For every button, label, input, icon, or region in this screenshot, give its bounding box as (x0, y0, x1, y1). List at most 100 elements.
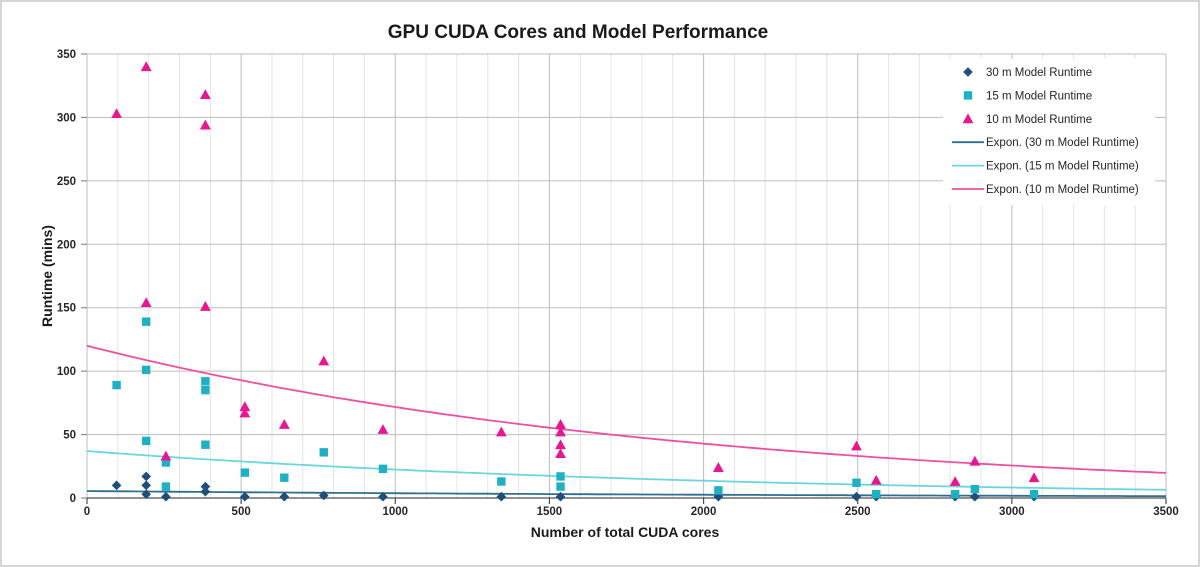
series-diamond (111, 471, 1039, 502)
chart-title: GPU CUDA Cores and Model Performance (388, 22, 768, 43)
data-point-triangle[interactable] (969, 455, 981, 466)
x-tick-label: 3500 (1153, 506, 1179, 518)
data-point-square[interactable] (852, 478, 861, 487)
data-point-square[interactable] (970, 484, 980, 494)
data-point-square[interactable] (1029, 489, 1039, 499)
data-point-triangle[interactable] (111, 108, 122, 119)
data-point-diamond[interactable] (279, 491, 290, 502)
y-tick-label: 150 (57, 303, 76, 315)
data-point-diamond[interactable] (141, 489, 151, 499)
data-point-triangle[interactable] (712, 462, 724, 472)
data-point-triangle[interactable] (962, 113, 974, 124)
x-tick-label: 1000 (382, 506, 408, 518)
data-point-triangle[interactable] (140, 61, 152, 72)
data-point-triangle[interactable] (199, 301, 211, 311)
data-point-square[interactable] (497, 477, 506, 486)
data-point-diamond[interactable] (713, 491, 724, 502)
y-tick-label: 350 (57, 49, 76, 61)
legend-box (943, 59, 1155, 205)
x-tick-label: 1500 (537, 506, 563, 518)
data-point-triangle[interactable] (555, 448, 566, 458)
data-point-square[interactable] (201, 377, 210, 386)
data-point-diamond[interactable] (318, 490, 329, 501)
data-point-square[interactable] (141, 365, 151, 375)
data-point-diamond[interactable] (851, 491, 862, 502)
trendline-0[interactable] (86, 490, 1167, 498)
data-point-square[interactable] (872, 489, 881, 499)
trendline-1[interactable] (86, 450, 1167, 491)
data-point-diamond[interactable] (141, 480, 151, 491)
data-point-square[interactable] (161, 482, 171, 491)
legend-item-square[interactable]: 15 m Model Runtime (963, 90, 1092, 102)
data-point-triangle[interactable] (239, 401, 251, 412)
legend-item-label: 15 m Model Runtime (986, 90, 1092, 102)
y-tick-label: 50 (63, 430, 76, 442)
data-point-diamond[interactable] (161, 491, 171, 502)
data-point-square[interactable] (963, 91, 973, 100)
data-point-triangle[interactable] (160, 450, 172, 461)
data-point-square[interactable] (201, 440, 210, 449)
legend-item-label: Expon. (15 m Model Runtime) (986, 161, 1139, 173)
data-point-square[interactable] (240, 468, 250, 477)
x-tick-label: 500 (232, 506, 251, 518)
data-point-diamond[interactable] (496, 491, 507, 502)
data-point-triangle[interactable] (555, 426, 566, 437)
data-point-square[interactable] (201, 385, 210, 395)
data-point-diamond[interactable] (200, 481, 211, 492)
data-point-triangle[interactable] (555, 419, 566, 429)
legend-item-label: Expon. (10 m Model Runtime) (986, 184, 1139, 196)
legend-item-trendline-1[interactable]: Expon. (15 m Model Runtime) (952, 161, 1139, 173)
legend-item-trendline-0[interactable]: Expon. (30 m Model Runtime) (952, 137, 1139, 149)
series-triangle (111, 61, 1040, 486)
data-point-triangle[interactable] (555, 439, 566, 450)
data-point-triangle[interactable] (239, 407, 251, 418)
data-point-square[interactable] (556, 482, 565, 491)
legend-item-label: 10 m Model Runtime (986, 114, 1092, 126)
data-point-diamond[interactable] (555, 491, 566, 502)
series-square (112, 317, 1039, 499)
data-point-square[interactable] (950, 489, 960, 499)
data-point-square[interactable] (556, 472, 565, 481)
legend-item-label: 30 m Model Runtime (986, 67, 1092, 79)
data-point-triangle[interactable] (377, 424, 389, 434)
data-point-square[interactable] (319, 448, 328, 457)
data-point-square[interactable] (141, 436, 151, 446)
legend-item-trendline-2[interactable]: Expon. (10 m Model Runtime) (952, 184, 1139, 196)
data-point-diamond[interactable] (111, 480, 122, 491)
x-tick-label: 2500 (845, 506, 871, 518)
data-point-diamond[interactable] (378, 491, 388, 502)
data-point-triangle[interactable] (1028, 472, 1040, 483)
legend-item-diamond[interactable]: 30 m Model Runtime (963, 67, 1092, 79)
x-tick-label: 0 (84, 506, 90, 518)
legend-item-label: Expon. (30 m Model Runtime) (986, 137, 1139, 149)
data-point-triangle[interactable] (199, 119, 211, 130)
data-point-triangle[interactable] (495, 426, 507, 437)
y-tick-label: 100 (57, 366, 76, 378)
x-tick-label: 3000 (999, 506, 1025, 518)
data-point-square[interactable] (280, 473, 289, 482)
data-point-diamond[interactable] (200, 486, 211, 497)
data-point-triangle[interactable] (318, 355, 330, 366)
y-tick-label: 250 (57, 176, 76, 188)
data-point-triangle[interactable] (140, 297, 152, 308)
data-point-triangle[interactable] (851, 440, 862, 451)
data-point-triangle[interactable] (278, 419, 290, 429)
data-point-square[interactable] (714, 486, 723, 495)
data-point-triangle[interactable] (870, 474, 882, 485)
y-tick-label: 200 (57, 239, 76, 251)
data-point-triangle[interactable] (199, 89, 211, 99)
data-point-square[interactable] (161, 458, 171, 467)
y-axis-title: Runtime (mins) (39, 225, 55, 327)
data-point-diamond[interactable] (970, 491, 980, 502)
data-point-square[interactable] (112, 380, 121, 390)
trendline-2[interactable] (86, 344, 1167, 474)
data-point-triangle[interactable] (949, 476, 961, 486)
data-point-diamond[interactable] (963, 67, 973, 77)
data-point-diamond[interactable] (240, 491, 250, 502)
data-point-square[interactable] (141, 317, 151, 326)
legend-item-triangle[interactable]: 10 m Model Runtime (962, 113, 1093, 126)
data-point-square[interactable] (378, 464, 388, 474)
data-point-diamond[interactable] (141, 471, 151, 482)
